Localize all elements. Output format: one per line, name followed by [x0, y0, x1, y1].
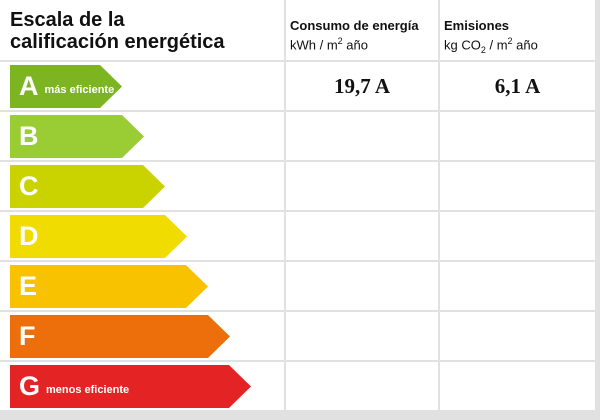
rating-letter: G: [19, 371, 41, 401]
rating-arrow-shape: [10, 365, 251, 408]
energy-value-cell-a: 19,7 A: [286, 62, 438, 110]
emissions-value-cell-e: [440, 262, 595, 310]
rating-arrow-shape: [10, 65, 122, 108]
rating-letter: F: [19, 321, 36, 351]
energy-value-cell-b: [286, 112, 438, 160]
rating-letter: A: [19, 71, 39, 101]
emissions-value-cell-d: [440, 212, 595, 260]
rating-arrow-f: F: [10, 315, 230, 358]
rating-arrow-shape: [10, 215, 187, 258]
rating-description: más eficiente: [44, 83, 115, 96]
rating-arrow-shape: [10, 115, 144, 158]
energy-value-cell-c: [286, 162, 438, 210]
emissions-value-cell-g: [440, 362, 595, 410]
energy-value-cell-g: [286, 362, 438, 410]
emissions-header-unit: kg CO2 / m2 año: [444, 36, 538, 55]
rating-row-c: C: [0, 162, 284, 210]
energy-header-label: Consumo de energía: [290, 18, 419, 33]
rating-letter: E: [19, 271, 38, 301]
emissions-value-cell-a: 6,1 A: [440, 62, 595, 110]
emissions-value-cell-b: [440, 112, 595, 160]
rating-arrow-fill: [10, 165, 165, 208]
rating-row-f: F: [0, 312, 284, 360]
rating-arrow-fill: [10, 215, 187, 258]
emissions-value: 6,1 A: [494, 73, 541, 98]
emissions-value-cell-c: [440, 162, 595, 210]
rating-letter: C: [19, 171, 39, 201]
emissions-column-header: Emisiones kg CO2 / m2 año: [440, 0, 595, 60]
rating-letter: D: [19, 221, 39, 251]
rating-arrow-shape: [10, 165, 165, 208]
energy-value-cell-d: [286, 212, 438, 260]
energy-value: 19,7 A: [333, 73, 390, 98]
rating-arrow-fill: [10, 365, 251, 408]
rating-arrow-fill: [10, 265, 208, 308]
rating-letter: B: [19, 121, 39, 151]
rating-arrow-b: B: [10, 115, 144, 158]
rating-arrow-fill: [10, 115, 144, 158]
energy-column-header: Consumo de energía kWh / m2 año: [286, 0, 438, 60]
rating-row-e: E: [0, 262, 284, 310]
rating-arrow-e: E: [10, 265, 208, 308]
rating-row-b: B: [0, 112, 284, 160]
emissions-value-cell-f: [440, 312, 595, 360]
rating-description: menos eficiente: [46, 383, 130, 396]
energy-value-cell-f: [286, 312, 438, 360]
rating-arrow-shape: [10, 265, 208, 308]
title-line-1: Escala de la: [10, 9, 125, 31]
rating-arrow-fill: [10, 65, 122, 108]
rating-arrow-d: D: [10, 215, 187, 258]
energy-header-unit: kWh / m2 año: [290, 36, 368, 53]
emissions-header-label: Emisiones: [444, 18, 510, 33]
title-line-2: calificación energética: [10, 31, 225, 53]
energy-value-cell-e: [286, 262, 438, 310]
rating-arrow-shape: [10, 315, 230, 358]
rating-arrow-c: C: [10, 165, 165, 208]
rating-arrow-fill: [10, 315, 230, 358]
page-title: Escala de la calificación energética: [10, 9, 225, 53]
rating-row-d: D: [0, 212, 284, 260]
title-cell: Escala de la calificación energética: [0, 0, 284, 60]
